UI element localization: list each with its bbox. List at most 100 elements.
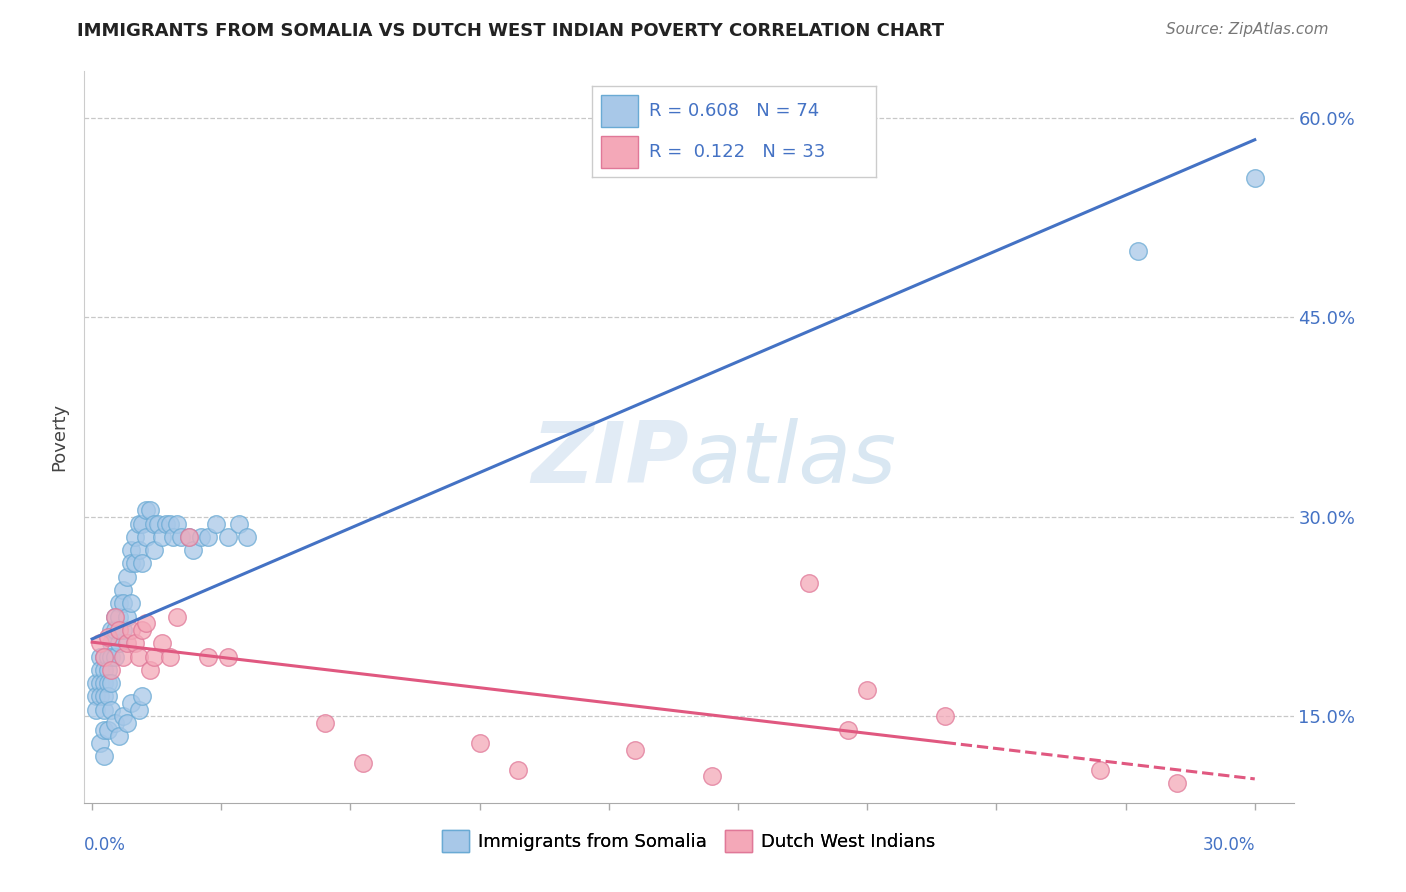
Point [89,736,111,750]
Point [97,649,120,664]
Point [131,516,153,531]
Point [131,623,153,637]
Point [108,596,131,610]
Point [177,530,200,544]
Point [93,690,115,704]
Point [97,676,120,690]
Point [84,703,107,717]
Y-axis label: Poverty: Poverty [51,403,69,471]
Point [100,623,122,637]
Point [155,516,177,531]
Point [89,663,111,677]
Point [181,543,204,558]
Point [89,636,111,650]
Text: atlas: atlas [689,417,897,500]
Point [100,703,122,717]
Point [120,557,142,571]
Point [197,530,219,544]
Point [131,690,153,704]
Point [115,609,138,624]
Point [162,530,184,544]
Point [112,623,135,637]
Text: 30.0%: 30.0% [1202,836,1254,854]
Point [217,530,239,544]
Point [104,609,127,624]
Point [143,649,166,664]
Point [112,649,135,664]
Point [93,649,115,664]
Point [93,663,115,677]
Point [124,557,146,571]
Point [159,516,181,531]
Point [100,636,122,650]
Point [84,690,107,704]
Point [100,649,122,664]
Point [108,623,131,637]
Point [150,530,173,544]
Point [139,663,162,677]
Point [1243,170,1265,185]
Point [97,690,120,704]
Point [104,716,127,731]
Point [146,516,169,531]
Point [108,729,131,743]
Point [197,649,219,664]
Point [115,716,138,731]
Point [97,663,120,677]
Point [93,749,115,764]
Point [124,530,146,544]
Point [104,609,127,624]
Point [702,769,724,783]
Point [135,616,157,631]
Point [97,630,120,644]
Text: 0.0%: 0.0% [84,836,127,854]
Point [166,609,188,624]
Point [150,636,173,650]
Point [508,763,530,777]
Point [97,723,120,737]
Point [120,623,142,637]
Text: Source: ZipAtlas.com: Source: ZipAtlas.com [1166,22,1329,37]
Point [856,682,879,697]
Point [797,576,820,591]
Legend: Immigrants from Somalia, Dutch West Indians: Immigrants from Somalia, Dutch West Indi… [434,823,943,860]
Point [205,516,228,531]
Point [190,530,212,544]
Text: ZIP: ZIP [531,417,689,500]
Point [170,530,193,544]
Point [108,636,131,650]
Point [115,570,138,584]
Point [93,676,115,690]
Point [128,543,150,558]
Point [93,649,115,664]
Point [89,676,111,690]
Point [112,709,135,723]
Point [135,530,157,544]
Point [1166,776,1188,790]
Point [352,756,374,770]
Point [120,543,142,558]
Point [89,690,111,704]
Point [468,736,491,750]
Point [120,596,142,610]
Point [93,703,115,717]
Text: IMMIGRANTS FROM SOMALIA VS DUTCH WEST INDIAN POVERTY CORRELATION CHART: IMMIGRANTS FROM SOMALIA VS DUTCH WEST IN… [77,22,945,40]
Point [112,582,135,597]
Point [100,676,122,690]
Point [166,516,188,531]
Point [837,723,859,737]
Point [314,716,336,731]
Point [143,516,166,531]
Point [139,503,162,517]
Point [100,663,122,677]
Point [128,649,150,664]
Point [120,696,142,710]
Point [236,530,259,544]
Point [1088,763,1111,777]
Point [159,649,181,664]
Point [108,609,131,624]
Point [93,723,115,737]
Point [135,503,157,517]
Point [104,623,127,637]
Point [1128,244,1150,258]
